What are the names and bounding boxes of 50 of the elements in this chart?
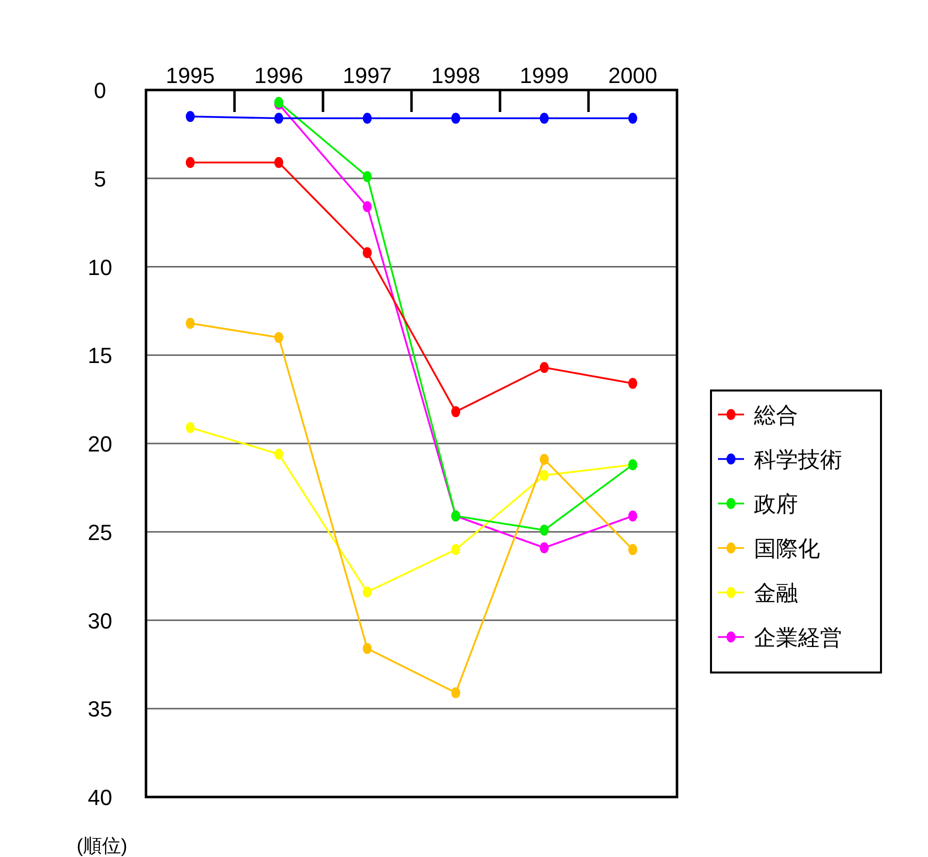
point: [451, 112, 460, 124]
point: [362, 201, 372, 212]
y-tick-label: 25: [88, 520, 112, 545]
y-tick-label: 40: [88, 785, 112, 810]
point: [540, 454, 549, 465]
x-tick-label: 1999: [520, 63, 569, 88]
y-tick-label: 15: [88, 343, 112, 368]
y-tick-label: 20: [88, 432, 112, 456]
x-tick-label: 1996: [254, 63, 304, 88]
legend-label: 国際化: [754, 536, 820, 561]
legend-label: 政府: [754, 492, 798, 516]
point: [451, 544, 460, 556]
legend-label: 総合: [753, 402, 798, 428]
y-tick-label: 10: [88, 254, 112, 280]
x-tick-label: 1998: [431, 63, 480, 88]
point: [540, 362, 549, 373]
point: [186, 156, 195, 168]
point: [451, 687, 460, 698]
point: [274, 448, 284, 460]
y-tick-label: 5: [94, 166, 106, 192]
point: [362, 247, 372, 258]
point: [186, 422, 195, 434]
y-tick-label: 30: [88, 608, 112, 634]
point: [362, 112, 372, 124]
y-tick-label: 35: [88, 696, 112, 722]
point: [362, 643, 372, 654]
y-tick-label: 0: [94, 78, 106, 103]
legend-label: 金融: [754, 580, 798, 606]
point: [540, 542, 549, 554]
legend-label: 企業経営: [754, 625, 842, 650]
point: [628, 510, 638, 522]
x-tick-label: 2000: [608, 63, 658, 88]
legend-label: 科学技術: [754, 447, 842, 472]
x-tick-label: 1997: [342, 63, 392, 88]
point: [540, 470, 549, 481]
point: [274, 332, 284, 343]
point: [186, 111, 195, 122]
point: [540, 524, 549, 536]
point: [362, 171, 372, 182]
point: [186, 318, 195, 329]
point: [274, 156, 284, 168]
point: [628, 112, 638, 124]
point: [628, 544, 638, 556]
point: [628, 378, 638, 389]
point: [451, 406, 460, 418]
x-tick-label: 1995: [166, 63, 215, 88]
point: [540, 112, 549, 124]
point: [362, 586, 372, 598]
y-axis-title: (順位): [76, 836, 128, 857]
point: [274, 112, 284, 124]
